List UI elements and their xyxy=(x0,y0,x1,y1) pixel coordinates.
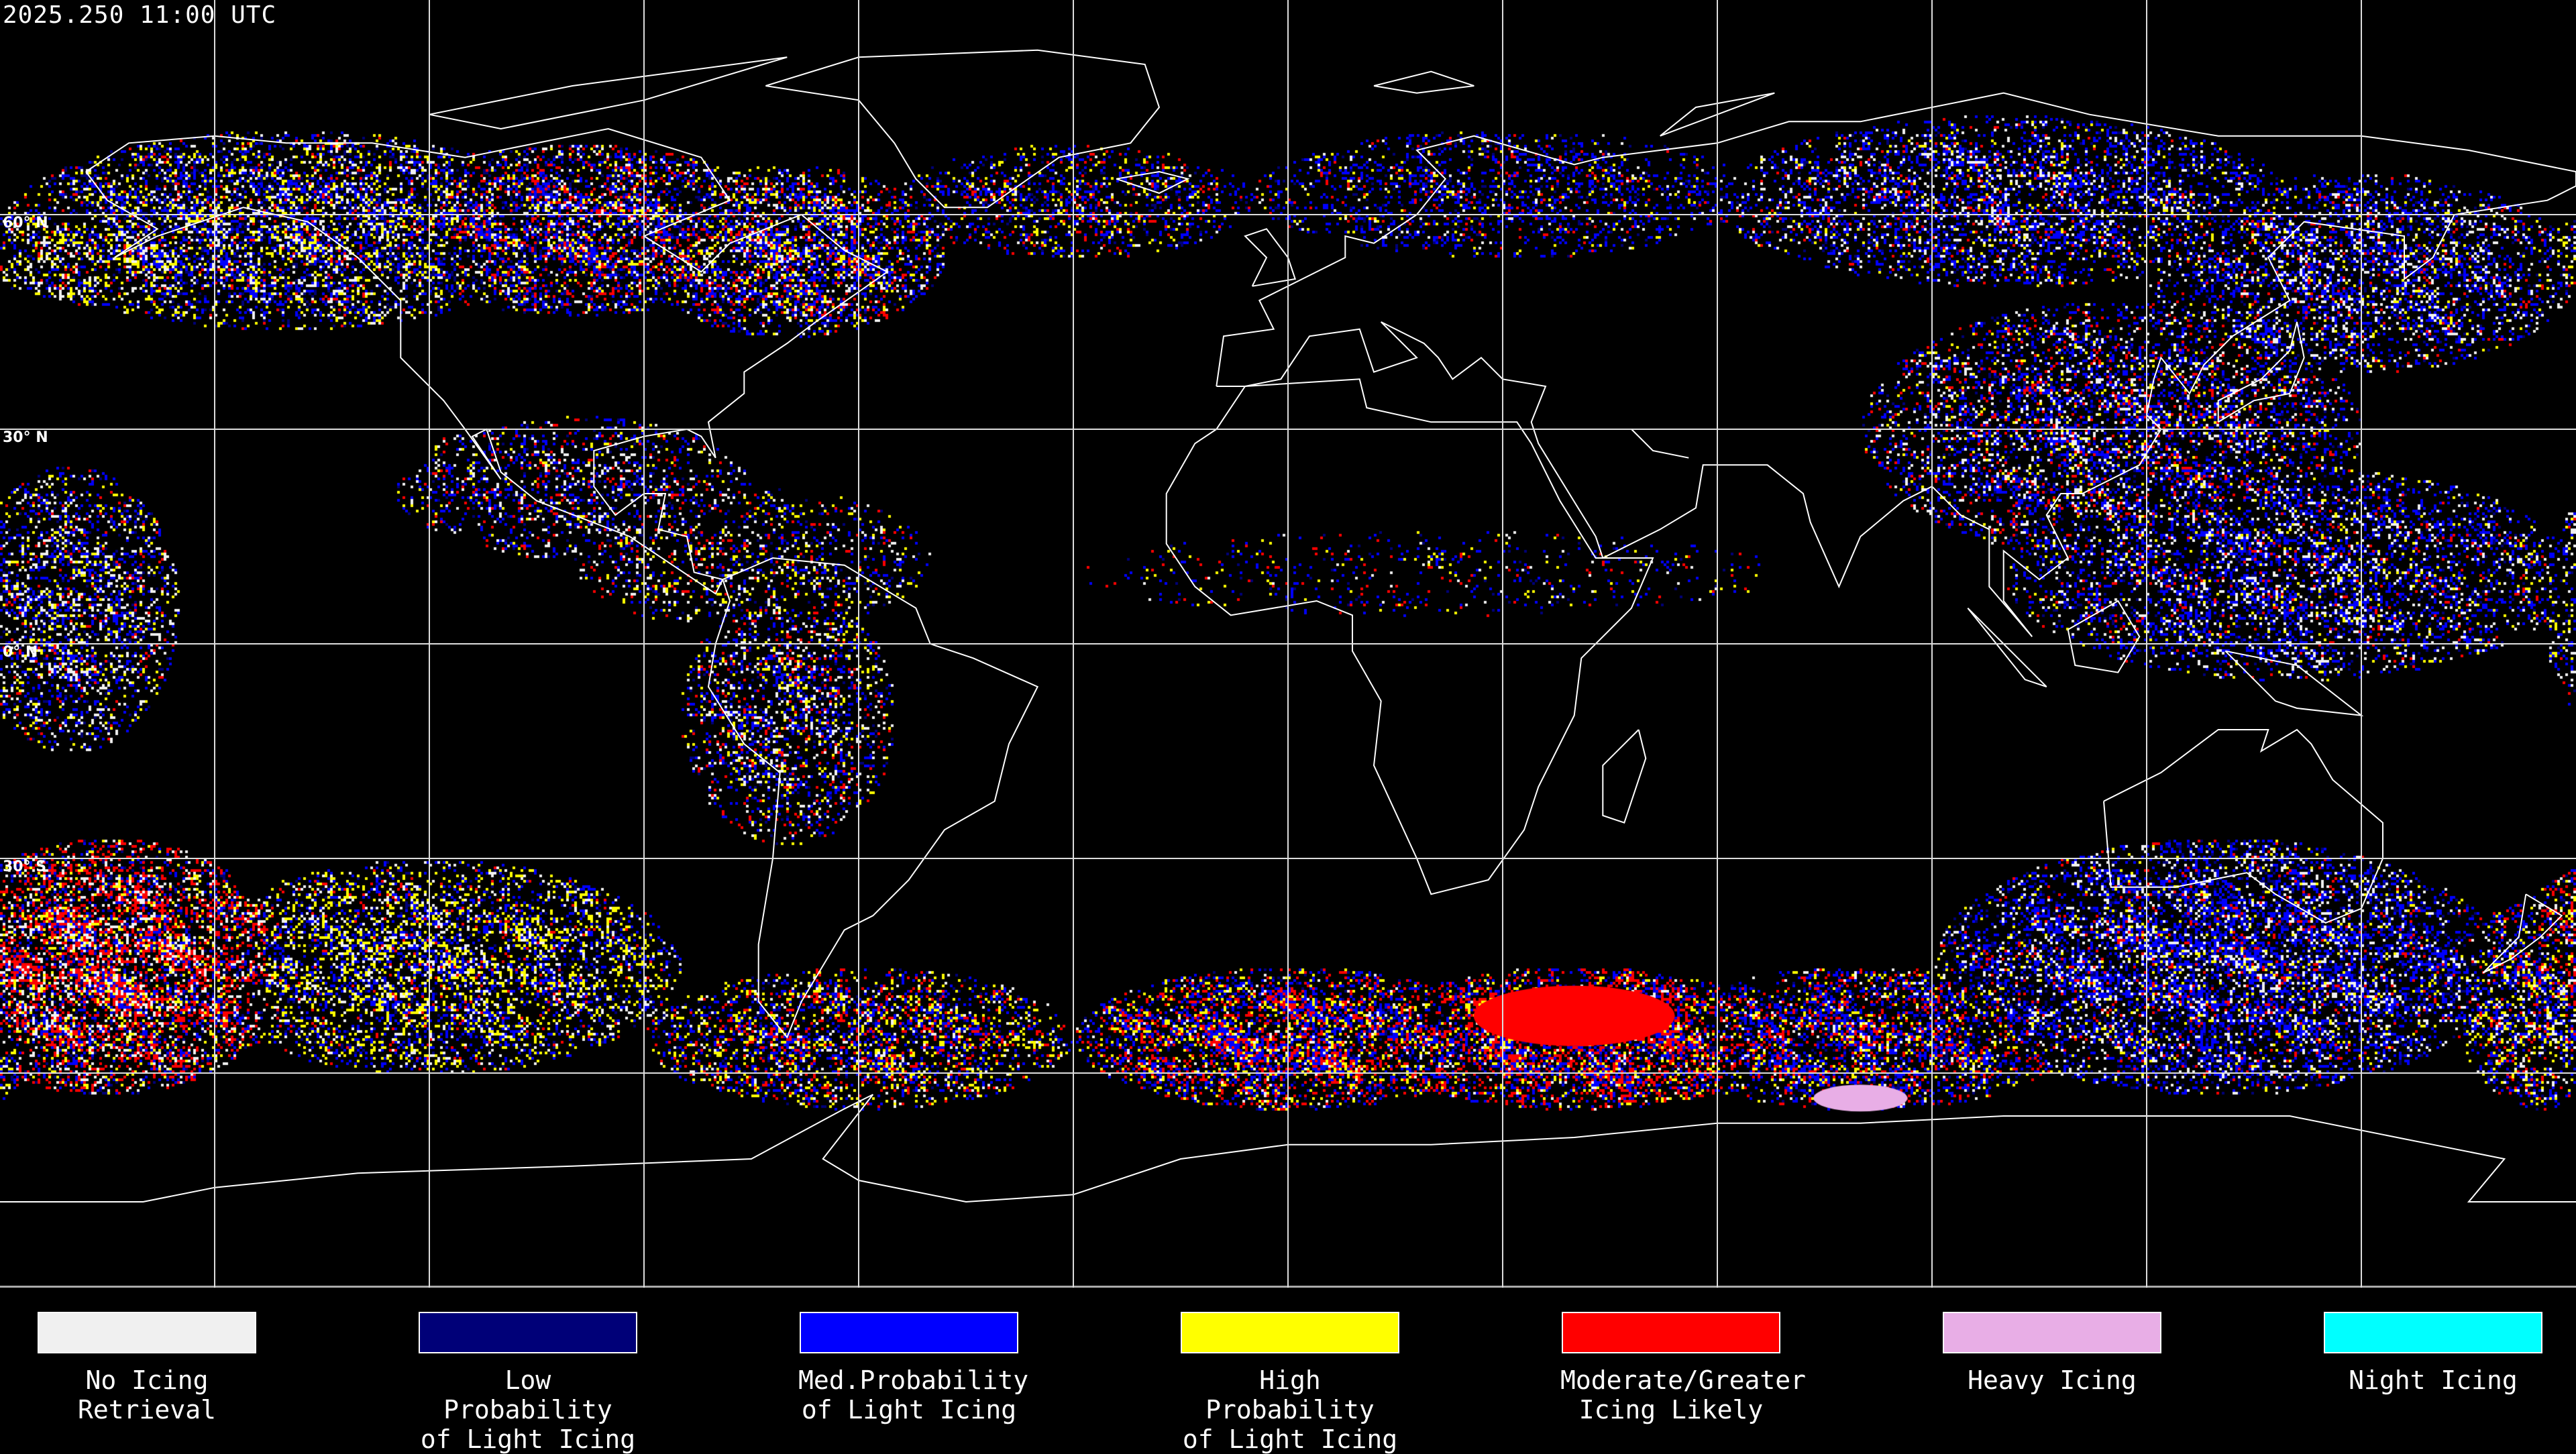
coastline-south-america xyxy=(707,557,1039,1039)
legend-item-high-probability: High Probability of Light Icing xyxy=(1179,1312,1401,1454)
coastline-arctic-islands xyxy=(429,56,788,130)
graticule xyxy=(0,0,2576,1288)
legend-swatch xyxy=(1562,1312,1780,1353)
lat-label-30n: 30° N xyxy=(3,429,48,446)
lat-label-30s: 30° S xyxy=(3,858,47,875)
legend-label: Night Icing xyxy=(2349,1365,2518,1395)
legend-item-night-icing: Night Icing xyxy=(2322,1312,2544,1395)
coastline-japan xyxy=(2217,321,2305,423)
legend-item-moderate-greater: Moderate/Greater Icing Likely xyxy=(1560,1312,1807,1424)
coastline-svalbard xyxy=(1373,70,1474,94)
lat-label-60n: 60° N xyxy=(3,215,48,231)
legend-item-no-icing: No Icing Retrieval xyxy=(36,1312,258,1424)
legend-swatch xyxy=(2324,1312,2542,1353)
coastline-africa xyxy=(1165,378,1654,895)
coastline-novaya-zemlya xyxy=(1660,92,1775,137)
legend-label: Med.Probability of Light Icing xyxy=(798,1365,1029,1424)
legend-swatch xyxy=(1181,1312,1399,1353)
legend-swatch xyxy=(419,1312,637,1353)
legend-swatch xyxy=(800,1312,1018,1353)
coastline-madagascar xyxy=(1602,729,1647,824)
timestamp: 2025.250 11:00 UTC xyxy=(3,1,277,29)
legend-label: Low Probability of Light Icing xyxy=(420,1365,636,1454)
legend-item-low-probability: Low Probability of Light Icing xyxy=(417,1312,639,1454)
coastline-australia xyxy=(2103,728,2383,924)
legend-swatch xyxy=(1943,1312,2161,1353)
coastline-uk xyxy=(1244,228,1297,287)
legend-label: No Icing Retrieval xyxy=(78,1365,216,1424)
legend-label: High Probability of Light Icing xyxy=(1182,1365,1398,1454)
map-overlay xyxy=(0,0,2576,1288)
legend: No Icing Retrieval Low Probability of Li… xyxy=(0,1288,2576,1454)
legend-label: Heavy Icing xyxy=(1968,1365,2137,1395)
legend-item-heavy-icing: Heavy Icing xyxy=(1941,1312,2163,1395)
coastline-new-zealand xyxy=(2482,893,2563,974)
coastline-north-america xyxy=(85,127,889,595)
coastline-eurasia xyxy=(1216,92,2576,637)
legend-item-med-probability: Med.Probability of Light Icing xyxy=(798,1312,1029,1424)
legend-label: Moderate/Greater Icing Likely xyxy=(1560,1365,1807,1424)
coastline-new-guinea xyxy=(2224,650,2364,717)
coastline-arabia-gulf xyxy=(1631,429,1689,459)
coastline-sumatra xyxy=(1967,607,2047,687)
coastline-greenland xyxy=(765,49,1161,209)
coastline-borneo xyxy=(2067,600,2141,673)
coastline-antarctica xyxy=(0,1094,2576,1203)
coastline-iceland xyxy=(1116,170,1190,194)
legend-swatch xyxy=(38,1312,256,1353)
lat-label-0n: 0° N xyxy=(3,644,38,661)
icing-map: 2025.250 11:00 UTC 60° N 30° N 0° N 30° … xyxy=(0,0,2576,1288)
